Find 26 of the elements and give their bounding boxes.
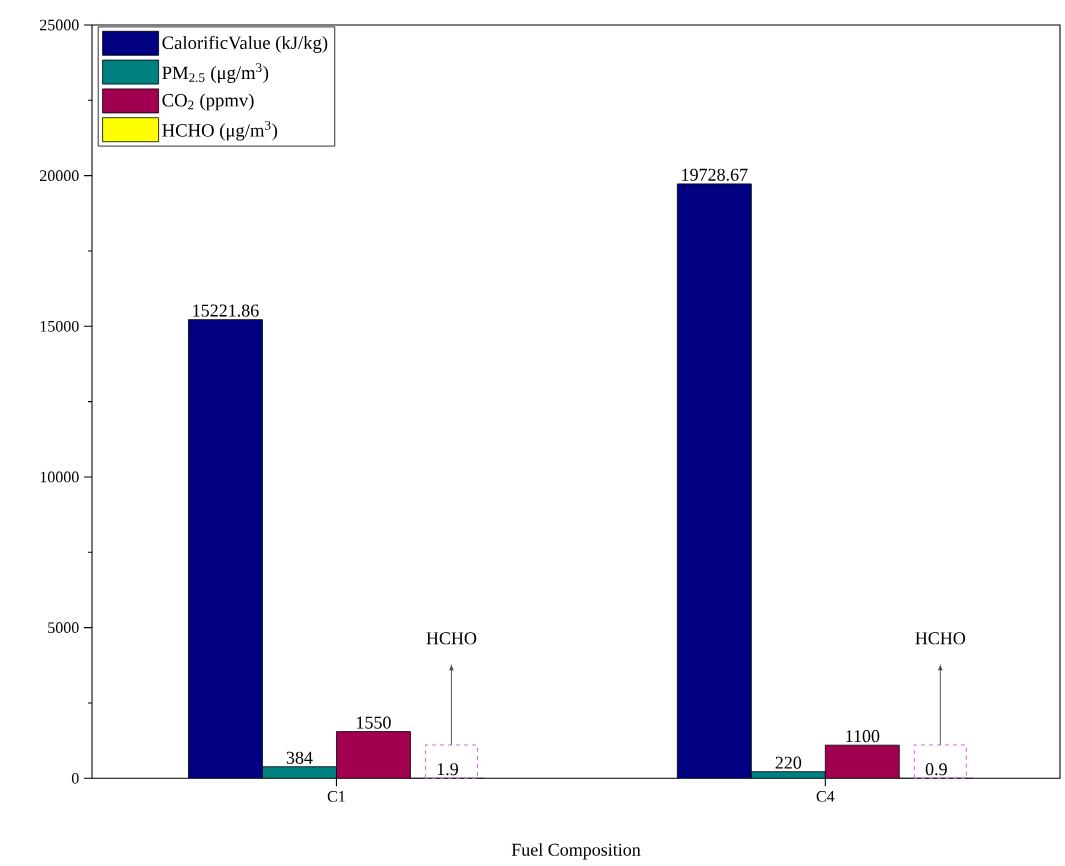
bar [824, 744, 900, 779]
y-tick-label: 15000 [40, 320, 79, 332]
data-label: 1.9 [437, 762, 458, 776]
bar [262, 766, 337, 779]
data-label: 19728.67 [682, 168, 748, 181]
x-axis-title: Fuel Composition [511, 843, 641, 860]
data-label: 1550 [357, 716, 391, 729]
y-tick-label: 0 [71, 772, 79, 784]
legend-label: HCHO (μg/m$^{3}$) [162, 120, 278, 141]
data-label: 220 [775, 756, 802, 769]
annotation: HCHO [915, 632, 966, 645]
annotation: HCHO [426, 632, 477, 645]
data-label: 1100 [846, 729, 880, 743]
y-tick-label: 20000 [40, 170, 79, 181]
x-tick-label: C1 [327, 790, 345, 802]
data-label: 15221.86 [193, 304, 259, 317]
legend-label: PM$_{2.5}$ (μg/m$^{3}$) [162, 63, 269, 83]
data-label: 384 [286, 751, 313, 764]
data-label: 0.9 [925, 762, 947, 776]
y-tick-label: 25000 [40, 19, 79, 31]
y-tick-label: 5000 [48, 622, 79, 633]
x-tick-label: C4 [816, 790, 835, 802]
bar [336, 731, 411, 779]
legend-label: CalorificValue (kJ/kg) [162, 35, 328, 53]
y-tick-label: 10000 [40, 471, 79, 483]
legend-label: CO$_{2}$ (ppmv) [162, 93, 254, 111]
